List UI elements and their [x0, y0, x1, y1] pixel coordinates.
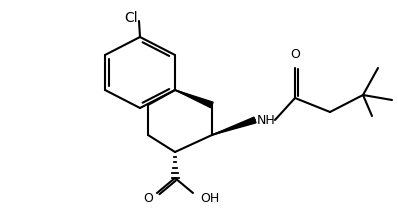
Text: NH: NH: [257, 114, 276, 126]
Text: O: O: [290, 48, 300, 61]
Text: OH: OH: [200, 191, 219, 204]
Polygon shape: [175, 90, 213, 108]
Text: O: O: [143, 191, 153, 204]
Polygon shape: [212, 117, 256, 135]
Text: Cl: Cl: [124, 11, 138, 25]
